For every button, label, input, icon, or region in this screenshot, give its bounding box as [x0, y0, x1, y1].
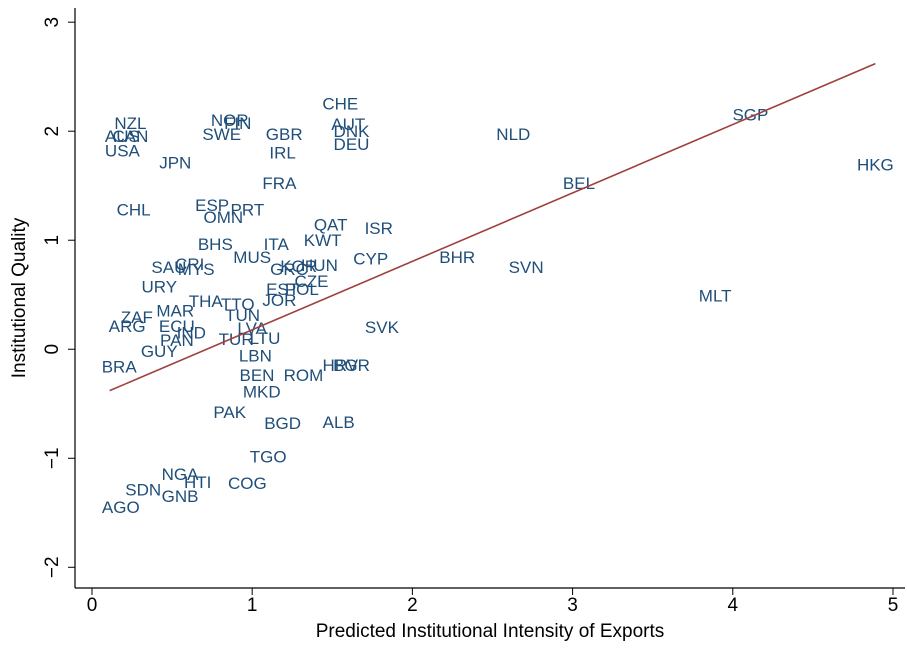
point-label: TGO — [250, 448, 287, 467]
point-label: BRA — [102, 357, 138, 376]
point-label: FIN — [224, 114, 251, 133]
point-label: KOR — [280, 257, 317, 276]
point-label: ARG — [109, 317, 146, 336]
point-label: CAN — [112, 127, 148, 146]
y-tick-label: 0 — [42, 344, 63, 355]
point-label: CZE — [294, 272, 328, 291]
x-axis-title: Predicted Institutional Intensity of Exp… — [316, 621, 665, 642]
point-label: BGD — [264, 414, 301, 433]
point-label: BEN — [240, 366, 275, 385]
point-label: EST — [266, 280, 299, 299]
point-label: IND — [177, 323, 206, 342]
point-label: NLD — [496, 125, 530, 144]
point-label: SAU — [151, 258, 186, 277]
point-label: GUY — [141, 342, 178, 361]
point-label: MKD — [243, 382, 281, 401]
x-tick-label: 5 — [888, 595, 899, 616]
point-label: THA — [189, 292, 224, 311]
point-label: ISR — [365, 219, 393, 238]
point-label: SGP — [732, 105, 768, 124]
point-label: BGR — [333, 356, 370, 375]
point-label: GNB — [162, 487, 199, 506]
x-tick-label: 3 — [567, 595, 578, 616]
point-label: AUT — [331, 115, 365, 134]
point-label: PRT — [231, 200, 265, 219]
point-label: QAT — [314, 216, 348, 235]
point-label: MUS — [233, 248, 271, 267]
x-tick-label: 2 — [407, 595, 418, 616]
y-tick-label: 3 — [42, 17, 63, 28]
point-label: AUS — [105, 127, 140, 146]
point-label: ECU — [159, 317, 195, 336]
point-label: USA — [105, 141, 141, 160]
point-label: SVN — [509, 258, 544, 277]
point-label: NOR — [211, 111, 249, 130]
point-label: HUN — [301, 256, 338, 275]
point-label: SDN — [125, 480, 161, 499]
point-label: ESP — [195, 196, 229, 215]
x-tick-label: 4 — [727, 595, 738, 616]
point-label: BHR — [439, 248, 475, 267]
point-label: FRA — [262, 174, 297, 193]
point-label: POL — [285, 280, 319, 299]
point-label: TTO — [221, 295, 255, 314]
point-label: PAN — [160, 331, 194, 350]
point-label: KWT — [304, 231, 342, 250]
y-axis-title: Institutional Quality — [9, 217, 30, 378]
point-label: PAK — [213, 403, 246, 422]
point-label: IRL — [269, 144, 295, 163]
point-label: HKG — [857, 156, 894, 175]
point-label: URY — [141, 278, 177, 297]
point-label: DNK — [334, 122, 371, 141]
point-label: HTI — [184, 473, 211, 492]
point-label: TUR — [219, 330, 254, 349]
point-label: BEL — [563, 174, 595, 193]
point-label: CRI — [175, 255, 204, 274]
y-tick-label: −2 — [42, 556, 63, 578]
point-label: NGA — [162, 465, 200, 484]
point-label: COG — [228, 474, 267, 493]
point-label: GRC — [270, 260, 308, 279]
point-label: ZAF — [121, 308, 153, 327]
fit-line — [109, 62, 876, 392]
point-label: CHL — [117, 200, 151, 219]
point-label: ALB — [323, 413, 355, 432]
point-label: CYP — [353, 249, 388, 268]
point-label: OMN — [204, 208, 244, 227]
point-label: GBR — [266, 125, 303, 144]
point-label: JOR — [262, 291, 296, 310]
point-label: ITA — [264, 235, 290, 254]
x-tick-label: 1 — [247, 595, 258, 616]
point-label: SWE — [202, 125, 241, 144]
point-label: HRV — [322, 356, 358, 375]
point-label: MYS — [178, 260, 215, 279]
point-label: ROM — [284, 366, 324, 385]
point-label: LBN — [239, 346, 272, 365]
y-tick-label: −1 — [42, 447, 63, 469]
y-tick-label: 1 — [42, 235, 63, 246]
point-label: DEU — [334, 135, 370, 154]
point-label: BHS — [198, 235, 233, 254]
point-label: SVK — [365, 318, 400, 337]
point-label: NZL — [114, 114, 146, 133]
point-label: CHE — [322, 95, 358, 114]
point-label: LTU — [250, 329, 281, 348]
point-label: JPN — [159, 153, 191, 172]
point-label: MAR — [156, 302, 194, 321]
x-tick-label: 0 — [87, 595, 98, 616]
y-tick-label: 2 — [42, 126, 63, 137]
point-label: TUN — [225, 306, 260, 325]
point-label: AGO — [102, 498, 140, 517]
point-label: MLT — [699, 286, 732, 305]
